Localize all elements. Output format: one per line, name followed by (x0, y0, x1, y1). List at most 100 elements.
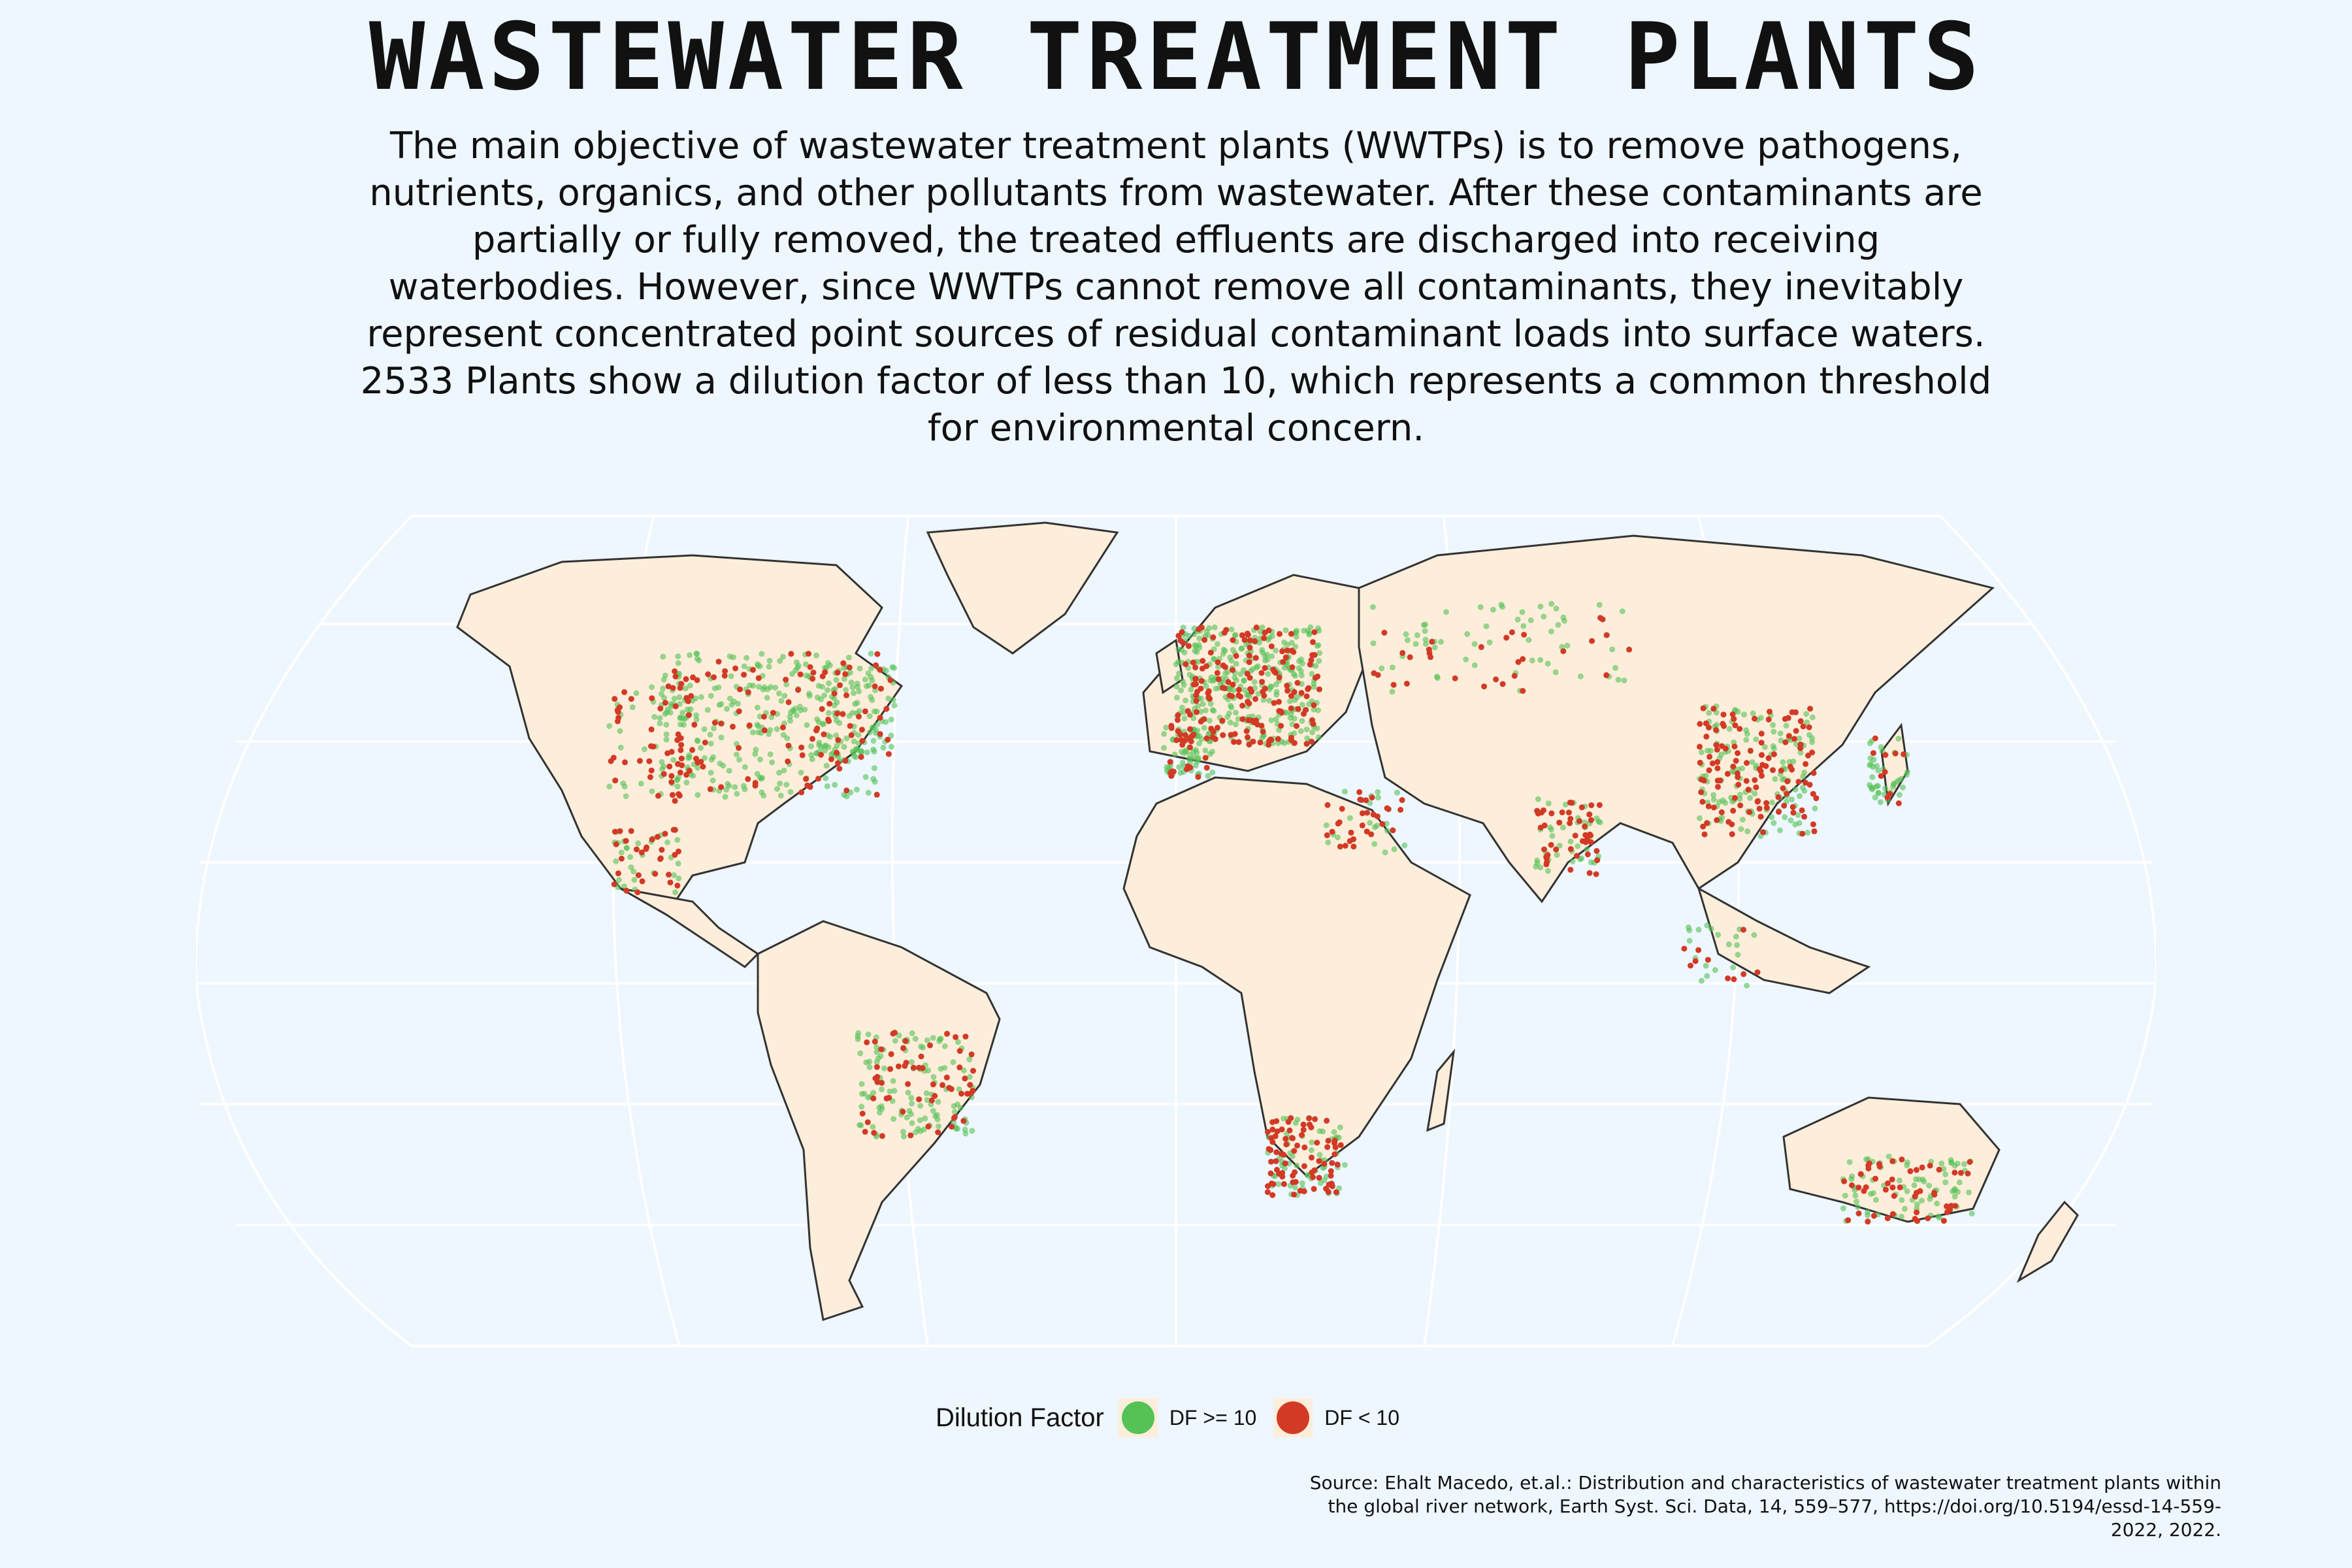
wwtp-point-df-low (1725, 819, 1732, 825)
wwtp-point-df-high (1544, 868, 1551, 874)
wwtp-point-df-low (1722, 745, 1729, 752)
wwtp-point-df-high (1609, 646, 1616, 653)
wwtp-point-df-high (816, 740, 823, 746)
wwtp-point-df-low (968, 1051, 975, 1058)
wwtp-point-df-high (1227, 719, 1233, 726)
wwtp-point-df-low (1586, 811, 1593, 818)
wwtp-point-df-low (1705, 803, 1712, 809)
wwtp-point-df-low (1168, 723, 1175, 729)
wwtp-point-df-high (1207, 751, 1213, 757)
wwtp-point-df-high (849, 748, 856, 755)
wwtp-point-df-low (1914, 1218, 1921, 1224)
wwtp-point-df-low (1308, 657, 1315, 663)
wwtp-point-df-high (777, 780, 783, 787)
wwtp-point-df-low (1752, 777, 1758, 783)
wwtp-point-df-low (730, 723, 736, 730)
wwtp-point-df-high (1553, 605, 1560, 612)
wwtp-point-df-high (1228, 657, 1235, 664)
wwtp-point-df-low (1250, 738, 1256, 745)
wwtp-point-df-low (1759, 752, 1765, 759)
wwtp-point-df-high (1750, 710, 1756, 717)
wwtp-point-df-low (761, 713, 767, 720)
wwtp-point-df-high (694, 651, 700, 657)
wwtp-point-df-low (1593, 871, 1599, 877)
wwtp-point-df-high (1176, 670, 1182, 677)
wwtp-point-df-low (1744, 760, 1750, 766)
wwtp-point-df-high (1577, 673, 1584, 679)
wwtp-point-df-high (724, 706, 730, 712)
wwtp-point-df-low (872, 683, 878, 689)
wwtp-point-df-high (866, 713, 873, 719)
wwtp-point-df-low (1359, 810, 1365, 817)
wwtp-point-df-low (683, 676, 689, 682)
wwtp-point-df-low (1198, 625, 1205, 630)
wwtp-point-df-high (881, 1065, 887, 1071)
legend-title: Dilution Factor (936, 1403, 1104, 1432)
wwtp-point-df-high (694, 738, 701, 744)
wwtp-point-df-high (1433, 674, 1440, 680)
wwtp-point-df-high (891, 664, 898, 671)
wwtp-point-df-low (1252, 638, 1258, 644)
wwtp-point-df-high (660, 653, 666, 660)
wwtp-point-df-high (676, 694, 683, 700)
wwtp-point-df-low (1757, 813, 1764, 820)
wwtp-point-df-high (1404, 637, 1411, 644)
wwtp-point-df-low (1358, 796, 1365, 803)
wwtp-point-df-low (1692, 958, 1699, 964)
wwtp-point-df-low (1306, 1115, 1313, 1122)
wwtp-point-df-high (857, 1050, 864, 1056)
wwtp-point-df-high (966, 1074, 973, 1080)
wwtp-point-df-low (843, 787, 850, 794)
wwtp-point-df-low (1329, 1160, 1335, 1166)
wwtp-point-df-high (1567, 838, 1574, 845)
wwtp-point-df-low (683, 772, 690, 778)
wwtp-point-df-high (726, 768, 732, 774)
wwtp-point-df-high (1186, 632, 1192, 639)
wwtp-point-df-high (1695, 926, 1702, 933)
wwtp-point-df-low (1311, 629, 1318, 636)
wwtp-point-df-high (1269, 633, 1275, 640)
wwtp-point-df-high (1769, 799, 1775, 806)
wwtp-point-df-low (1745, 787, 1752, 793)
wwtp-point-df-high (1265, 671, 1271, 678)
wwtp-point-df-high (1181, 715, 1188, 722)
wwtp-point-df-low (755, 675, 762, 681)
wwtp-point-df-high (1205, 773, 1211, 779)
wwtp-point-df-high (1483, 623, 1490, 630)
wwtp-point-df-high (1230, 647, 1236, 653)
wwtp-point-df-low (1576, 818, 1582, 825)
wwtp-point-df-high (955, 1039, 961, 1045)
wwtp-point-df-high (1801, 769, 1808, 776)
wwtp-point-df-high (617, 744, 624, 751)
wwtp-point-df-low (1265, 1183, 1271, 1189)
wwtp-point-df-high (1869, 774, 1876, 780)
wwtp-point-df-low (874, 651, 881, 657)
wwtp-point-df-low (690, 674, 696, 681)
wwtp-point-df-high (922, 1115, 928, 1122)
wwtp-point-df-low (842, 671, 849, 678)
wwtp-point-df-low (1334, 1162, 1341, 1168)
wwtp-point-df-low (1713, 742, 1720, 748)
wwtp-point-df-high (1961, 1161, 1967, 1168)
wwtp-point-df-low (1775, 794, 1782, 800)
wwtp-point-df-low (1403, 680, 1410, 687)
wwtp-point-df-high (1371, 841, 1378, 847)
wwtp-point-df-high (880, 744, 887, 751)
wwtp-point-df-low (1913, 1167, 1919, 1173)
wwtp-point-df-low (1193, 698, 1200, 704)
wwtp-point-df-low (1889, 1176, 1895, 1183)
wwtp-point-df-high (843, 687, 849, 693)
wwtp-point-df-high (1161, 730, 1168, 737)
wwtp-point-df-low (862, 1128, 868, 1135)
wwtp-point-df-low (951, 1115, 957, 1121)
wwtp-point-df-low (1192, 676, 1199, 682)
wwtp-point-df-high (681, 715, 688, 722)
wwtp-point-df-low (1181, 738, 1188, 744)
wwtp-point-df-high (1875, 767, 1882, 774)
wwtp-point-df-low (1261, 635, 1267, 642)
wwtp-point-df-high (843, 735, 850, 742)
wwtp-point-df-high (1534, 857, 1541, 864)
wwtp-point-df-low (1258, 670, 1265, 676)
wwtp-point-df-high (707, 731, 713, 738)
wwtp-point-df-high (930, 1073, 937, 1080)
